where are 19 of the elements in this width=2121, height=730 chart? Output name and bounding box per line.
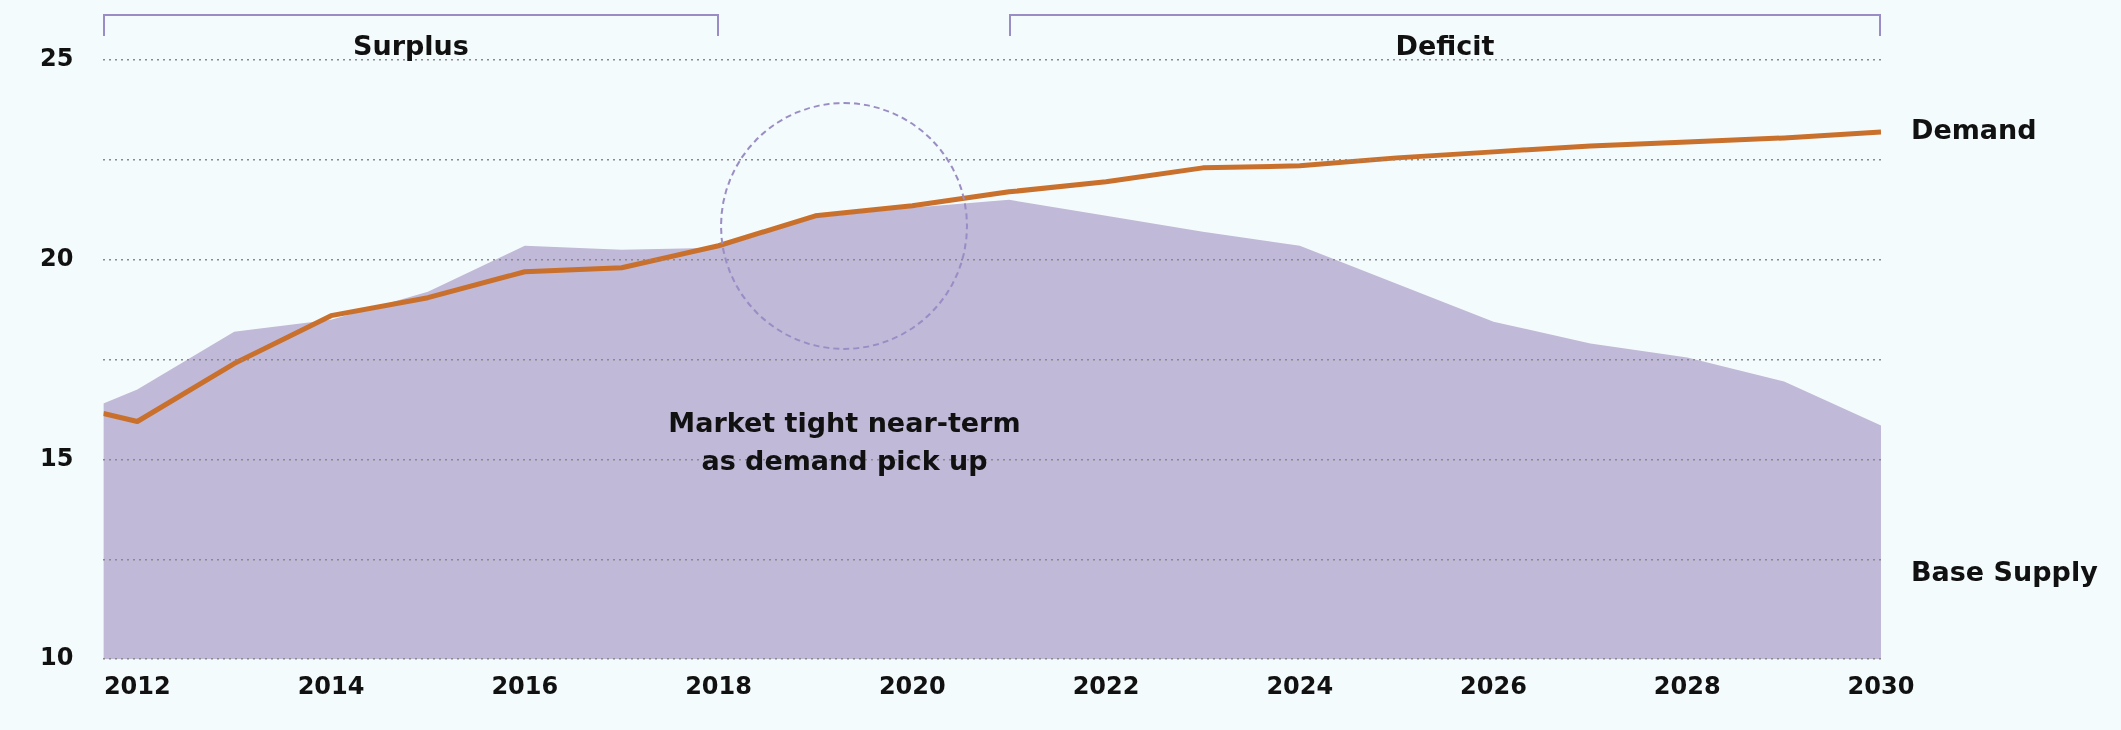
x-tick-label: 2024 bbox=[1266, 671, 1334, 700]
x-tick-label: 2020 bbox=[878, 671, 946, 700]
x-tick-label: 2022 bbox=[1072, 671, 1140, 700]
x-tick-label: 2014 bbox=[297, 671, 365, 700]
annotation: Market tight near-term as demand pick up bbox=[668, 406, 1021, 476]
x-tick-label: 2016 bbox=[491, 671, 559, 700]
x-tick-label: 2028 bbox=[1653, 671, 1721, 700]
x-tick-label: 2018 bbox=[685, 671, 752, 700]
y-tick-label: 10 bbox=[39, 643, 74, 672]
annotation: Deficit bbox=[1395, 30, 1495, 62]
x-tick-label: 2012 bbox=[103, 671, 171, 700]
y-tick-label: 15 bbox=[39, 443, 74, 472]
series-label: Base Supply bbox=[1911, 556, 2099, 588]
annotation: Surplus bbox=[353, 30, 469, 62]
y-tick-label: 25 bbox=[39, 44, 74, 73]
x-tick-label: 2030 bbox=[1847, 671, 1915, 700]
x-tick-label: 2026 bbox=[1460, 671, 1527, 700]
series-label: Demand bbox=[1911, 113, 2037, 145]
y-tick-label: 20 bbox=[39, 243, 74, 272]
